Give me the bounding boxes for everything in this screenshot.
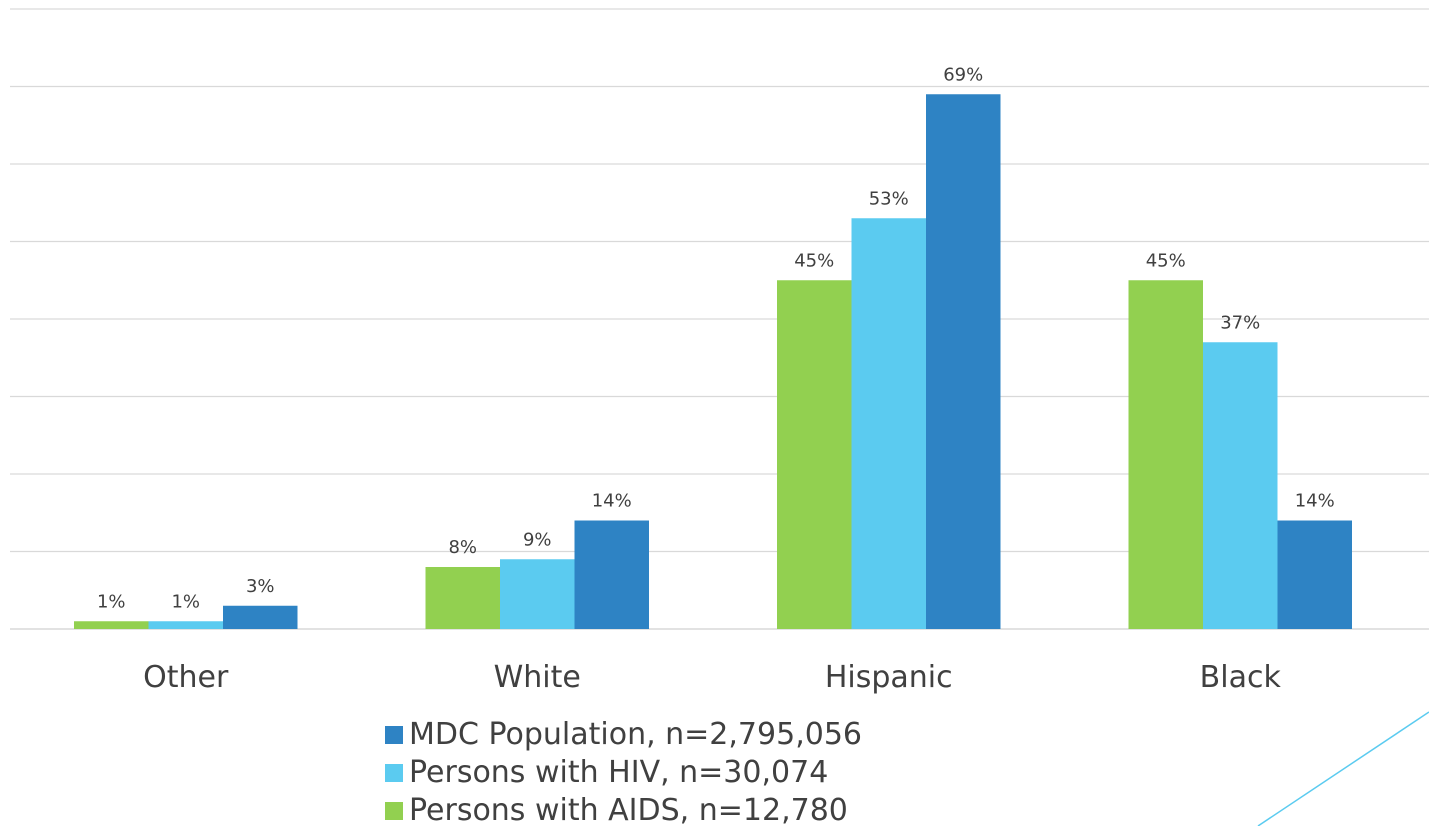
- bar-black-series-2: [1277, 520, 1352, 629]
- legend-swatch: [385, 802, 403, 820]
- data-label: 8%: [448, 537, 477, 558]
- bar-hispanic-series-1: [851, 218, 926, 629]
- legend-label: Persons with AIDS, n=12,780: [409, 793, 848, 828]
- legend-swatch: [385, 726, 403, 744]
- data-label: 37%: [1220, 312, 1260, 333]
- data-label: 3%: [246, 576, 275, 597]
- data-label: 9%: [523, 529, 552, 550]
- chart-legend: MDC Population, n=2,795,056 Persons with …: [385, 716, 862, 830]
- legend-item: Persons with HIV, n=30,074: [385, 754, 862, 792]
- data-label: 14%: [592, 491, 632, 512]
- bar-hispanic-series-2: [926, 94, 1001, 629]
- gridlines: [10, 8, 1429, 630]
- category-labels: Other White Hispanic Black: [143, 660, 1281, 695]
- bar-other-series-2: [223, 605, 298, 629]
- category-label: White: [494, 660, 581, 695]
- bar-white-series-1: [500, 559, 575, 629]
- bar-white-series-0: [425, 567, 500, 629]
- legend-swatch: [385, 764, 403, 782]
- bar-other-series-0: [74, 621, 149, 629]
- legend-item: Persons with AIDS, n=12,780: [385, 792, 862, 830]
- category-label: Hispanic: [825, 660, 953, 695]
- data-label: 1%: [171, 591, 200, 612]
- category-label: Black: [1200, 660, 1282, 695]
- data-label: 45%: [1146, 250, 1186, 271]
- bar-hispanic-series-0: [777, 280, 852, 629]
- category-label: Other: [143, 660, 229, 695]
- bar-other-series-1: [148, 621, 223, 629]
- data-label: 14%: [1295, 491, 1335, 512]
- legend-label: MDC Population, n=2,795,056: [409, 717, 862, 752]
- bar-black-series-0: [1128, 280, 1203, 629]
- data-label: 45%: [794, 250, 834, 271]
- data-label: 53%: [869, 188, 909, 209]
- bars: [74, 94, 1352, 629]
- legend-item: MDC Population, n=2,795,056: [385, 716, 862, 754]
- bar-black-series-1: [1203, 342, 1278, 629]
- data-labels: 1% 1% 3% 8% 9% 14% 45% 53% 69% 45% 37% 14%: [97, 64, 1335, 612]
- data-label: 69%: [943, 64, 983, 85]
- legend-label: Persons with HIV, n=30,074: [409, 755, 829, 790]
- data-label: 1%: [97, 591, 126, 612]
- bar-white-series-2: [574, 520, 649, 629]
